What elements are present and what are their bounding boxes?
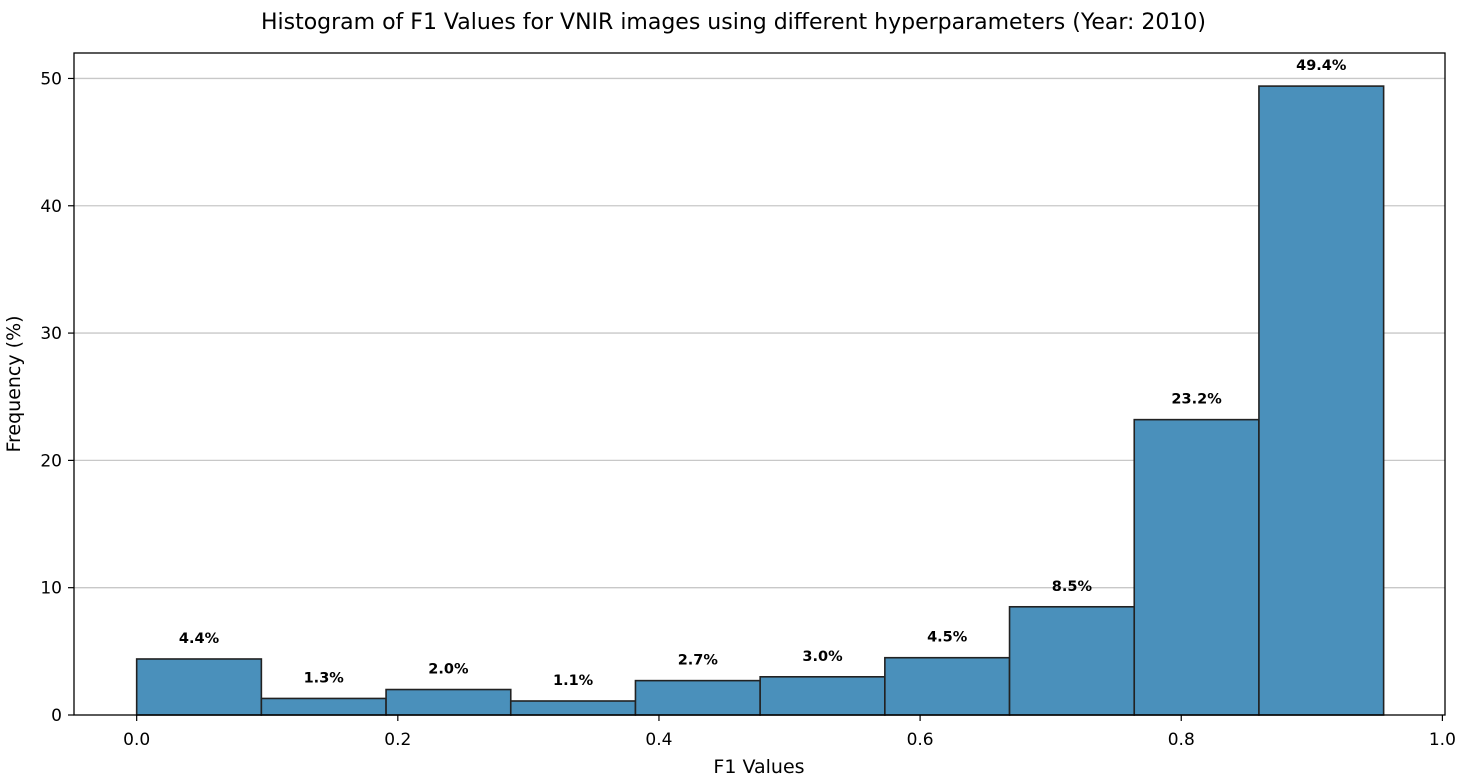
y-tick-label: 30 — [40, 324, 62, 344]
bar-value-label: 2.0% — [428, 662, 469, 678]
histogram-bar — [634, 679, 761, 716]
histogram-bar — [759, 676, 886, 716]
histogram-bar — [509, 700, 637, 716]
histogram-bar — [135, 658, 263, 716]
histogram-bar — [385, 688, 512, 716]
bar-value-label: 1.1% — [553, 673, 594, 689]
y-axis-label: Frequency (%) — [3, 315, 25, 452]
x-axis-label: F1 Values — [713, 756, 804, 778]
bar-value-label: 8.5% — [1052, 579, 1093, 595]
data-label-layer: 4.4% 1.3% 2.0% 1.1% 2.7% 3.0% 4.5% 8.5% 23.2% 49.… — [179, 58, 1347, 689]
y-tick-label: 10 — [40, 579, 62, 599]
x-tick-label: 0.6 — [907, 730, 934, 750]
histogram-bar — [1008, 605, 1136, 716]
x-tick-label: 0.2 — [384, 730, 411, 750]
bar-value-label: 4.5% — [927, 630, 968, 646]
y-tick-label: 0 — [51, 706, 62, 726]
bar-value-label: 3.0% — [802, 649, 843, 665]
x-tick-label: 0.8 — [1168, 730, 1195, 750]
bar-value-label: 4.4% — [179, 631, 220, 647]
x-tick-label: 0.4 — [645, 730, 672, 750]
plot-frame — [73, 52, 1446, 716]
bar-value-label: 1.3% — [304, 670, 345, 686]
x-tick-label: 1.0 — [1429, 730, 1456, 750]
y-tick-label: 40 — [40, 197, 62, 217]
histogram-bar — [1133, 418, 1260, 716]
x-tick-label: 0.0 — [123, 730, 150, 750]
bar-value-label: 23.2% — [1171, 392, 1222, 408]
chart-title: Histogram of F1 Values for VNIR images u… — [260, 10, 1207, 35]
histogram-bar — [1258, 85, 1385, 716]
histogram-bar — [884, 656, 1011, 716]
bar-value-label: 49.4% — [1296, 58, 1347, 74]
y-tick-label: 50 — [40, 69, 62, 89]
tick-layer: 0 10 20 30 40 50 0.0 0.2 0.4 0.6 0.8 1.0 — [40, 69, 1456, 750]
y-tick-label: 20 — [40, 451, 62, 471]
bar-layer — [135, 85, 1385, 716]
bar-value-label: 2.7% — [678, 653, 719, 669]
histogram-bar — [260, 697, 387, 716]
